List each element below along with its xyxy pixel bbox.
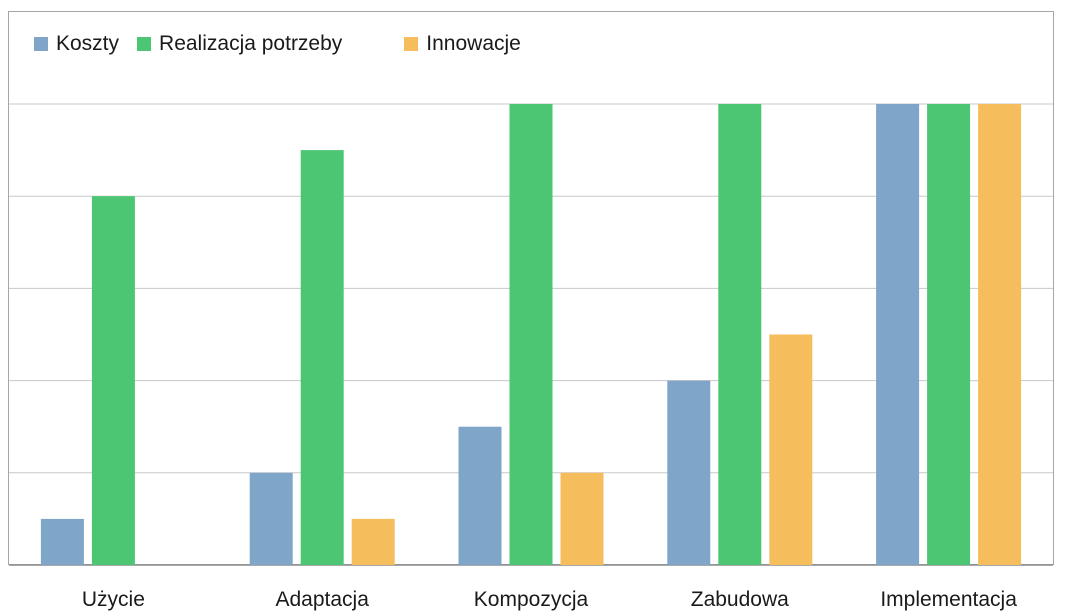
category-label: Użycie xyxy=(82,588,145,611)
bar-innowacje-3 xyxy=(769,334,813,565)
bar-innowacje-4 xyxy=(978,104,1022,565)
bar-realizacja-potrzeby-4 xyxy=(927,104,971,565)
bar-koszty-0 xyxy=(40,518,84,565)
bar-koszty-2 xyxy=(458,426,502,565)
legend-swatch-innowacje xyxy=(404,37,419,51)
legend-label-koszty: Koszty xyxy=(56,32,120,55)
bar-koszty-1 xyxy=(249,472,293,565)
legend-swatch-koszty xyxy=(34,37,48,51)
category-label: Implementacja xyxy=(880,588,1017,611)
bar-realizacja-potrzeby-1 xyxy=(300,150,344,565)
bar-koszty-4 xyxy=(876,104,920,565)
legend-item-innowacje: Innowacje xyxy=(404,32,521,56)
legend-item-koszty: Koszty xyxy=(34,32,119,56)
legend-label-realizacja-potrzeby: Realizacja potrzeby xyxy=(159,32,343,55)
bar-realizacja-potrzeby-3 xyxy=(718,104,762,565)
legend-swatch-realizacja-potrzeby xyxy=(137,37,152,51)
category-label: Kompozycja xyxy=(474,588,589,611)
bar-innowacje-1 xyxy=(351,518,395,565)
bar-realizacja-potrzeby-0 xyxy=(91,196,135,565)
legend: Koszty Realizacja potrzeby Innowacje xyxy=(34,32,521,56)
bar-realizacja-potrzeby-2 xyxy=(509,104,553,565)
category-label: Adaptacja xyxy=(275,588,369,611)
category-label: Zabudowa xyxy=(691,588,789,611)
bar-koszty-3 xyxy=(667,380,711,565)
bar-innowacje-2 xyxy=(560,472,604,565)
legend-label-innowacje: Innowacje xyxy=(426,32,521,55)
legend-item-realizacja-potrzeby: Realizacja potrzeby xyxy=(137,32,342,56)
